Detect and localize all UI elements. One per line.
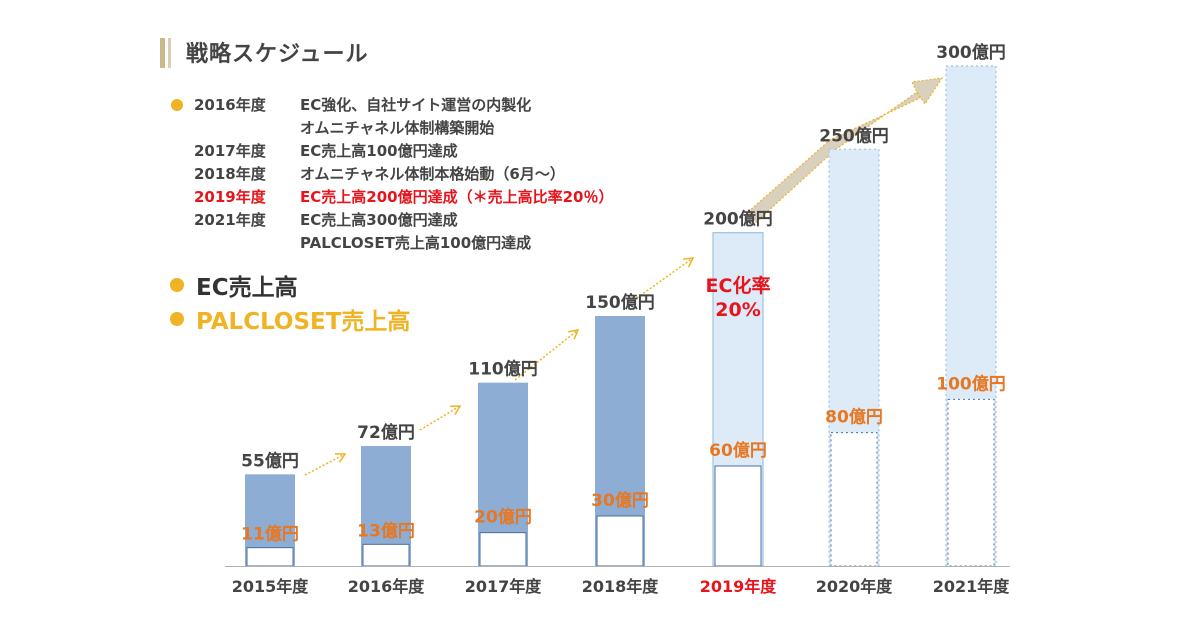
palcloset-value-label: 100億円	[936, 373, 1006, 394]
title-accent-bar	[160, 38, 165, 68]
schedule-year: 2021年度	[194, 211, 266, 229]
palcloset-value-label: 11億円	[241, 524, 299, 545]
category-label: 2020年度	[816, 577, 894, 596]
schedule-year: 2016年度	[194, 96, 266, 114]
schedule-item: オムニチャネル体制構築開始	[168, 117, 613, 140]
schedule-text: オムニチャネル体制本格始動（6月～）	[300, 165, 565, 183]
page-title: 戦略スケジュール	[186, 42, 369, 67]
growth-arrow-line	[419, 405, 461, 431]
palcloset-value-label: 13億円	[357, 520, 415, 541]
category-label: 2017年度	[465, 577, 543, 596]
schedule-year: 2017年度	[194, 142, 266, 160]
bullet-dot-icon	[170, 278, 184, 292]
schedule-text: EC売上高200億円達成（＊売上高比率20％）	[300, 188, 614, 206]
category-label: 2016年度	[348, 577, 426, 596]
palcloset-bar-plan	[830, 432, 878, 567]
growth-arrow-line	[626, 257, 694, 306]
ec-ratio-value: 20%	[715, 299, 760, 321]
legend-item-ec: EC売上高	[168, 268, 410, 302]
palcloset-bar	[596, 515, 644, 567]
palcloset-bar-plan	[714, 465, 762, 567]
growth-arrow-line	[514, 329, 579, 381]
palcloset-bar	[479, 532, 527, 567]
schedule-item: 2016年度 EC強化、自社サイト運営の内製化	[168, 94, 613, 117]
growth-arrow-head-icon	[449, 405, 462, 416]
schedule-year: 2019年度	[194, 188, 266, 206]
palcloset-bar	[246, 547, 294, 567]
legend-item-palcloset: PALCLOSET売上高	[168, 302, 410, 336]
legend: EC売上高 PALCLOSET売上高	[168, 268, 410, 336]
projection-arrow-icon	[747, 77, 944, 223]
schedule-bullet	[168, 94, 194, 117]
schedule-year: 2018年度	[194, 165, 266, 183]
category-label: 2021年度	[933, 577, 1011, 596]
growth-arrow-head-icon	[568, 329, 580, 340]
palcloset-value-label: 20億円	[474, 507, 532, 528]
category-label: 2019年度	[700, 577, 778, 596]
palcloset-value-label: 60億円	[709, 440, 767, 461]
bullet-dot-icon	[170, 312, 184, 326]
schedule-item: 2021年度 EC売上高300億円達成	[168, 209, 613, 232]
ec-value-label: 150億円	[585, 292, 655, 313]
schedule-list: 2016年度 EC強化、自社サイト運営の内製化 オムニチャネル体制構築開始 2017年…	[168, 94, 613, 255]
schedule-text: オムニチャネル体制構築開始	[300, 119, 495, 137]
title-accent-bar-secondary	[168, 38, 171, 68]
schedule-text: EC売上高300億円達成	[300, 211, 458, 229]
ec-value-label: 110億円	[468, 359, 538, 380]
category-label: 2015年度	[232, 577, 310, 596]
category-label: 2018年度	[582, 577, 660, 596]
schedule-text: EC強化、自社サイト運営の内製化	[300, 96, 532, 114]
ec-value-label: 250億円	[819, 125, 889, 146]
palcloset-value-label: 80億円	[825, 407, 883, 428]
ec-value-label: 200億円	[703, 209, 773, 230]
schedule-item: 2017年度 EC売上高100億円達成	[168, 140, 613, 163]
legend-label-ec: EC売上高	[196, 275, 298, 301]
palcloset-bar	[362, 543, 410, 567]
growth-arrow-head-icon	[682, 257, 695, 268]
palcloset-value-label: 30億円	[591, 490, 649, 511]
ec-value-label: 72億円	[357, 422, 415, 443]
growth-arrow-line	[304, 453, 346, 476]
ec-value-label: 55億円	[241, 450, 299, 471]
schedule-text: PALCLOSET売上高100億円達成	[300, 234, 532, 252]
ec-value-label: 300億円	[936, 42, 1006, 63]
schedule-item: 2019年度 EC売上高200億円達成（＊売上高比率20％）	[168, 186, 613, 209]
palcloset-bar-plan	[947, 398, 995, 567]
ec-ratio-label: EC化率	[706, 274, 771, 297]
schedule-item: PALCLOSET売上高100億円達成	[168, 232, 613, 255]
growth-arrow-head-icon	[334, 453, 347, 463]
bullet-dot-icon	[171, 99, 183, 111]
legend-label-palcloset: PALCLOSET売上高	[196, 309, 411, 335]
schedule-item: 2018年度 オムニチャネル体制本格始動（6月～）	[168, 163, 613, 186]
schedule-text: EC売上高100億円達成	[300, 142, 458, 160]
